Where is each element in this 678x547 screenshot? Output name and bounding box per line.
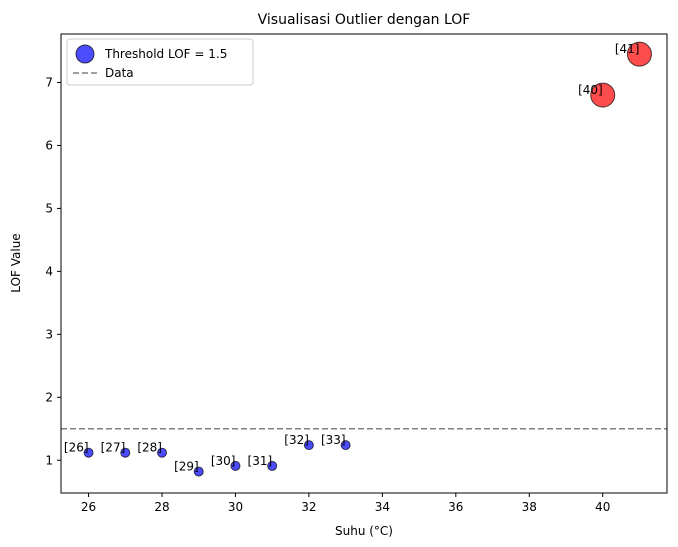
x-tick-label-0: 26 bbox=[81, 500, 96, 514]
x-tick-label-2: 30 bbox=[228, 500, 243, 514]
legend-label-threshold: Threshold LOF = 1.5 bbox=[104, 47, 227, 61]
data-point-1 bbox=[120, 447, 131, 458]
point-label-0: [26] bbox=[64, 441, 89, 455]
data-point-9 bbox=[626, 41, 652, 67]
data-point-0 bbox=[83, 447, 94, 458]
x-tick-label-1: 28 bbox=[154, 500, 169, 514]
y-tick-label-1: 2 bbox=[45, 390, 53, 404]
legend-marker-threshold bbox=[75, 44, 95, 64]
point-label-4: [30] bbox=[211, 454, 236, 468]
y-tick-label-0: 1 bbox=[45, 453, 53, 467]
y-tick-label-3: 4 bbox=[45, 264, 53, 278]
plot-frame bbox=[60, 33, 668, 494]
x-tick-label-7: 40 bbox=[595, 500, 610, 514]
point-label-9: [41] bbox=[615, 42, 640, 56]
data-point-6 bbox=[303, 440, 314, 451]
data-point-8 bbox=[590, 82, 616, 108]
data-point-5 bbox=[267, 460, 278, 471]
point-label-6: [32] bbox=[284, 433, 309, 447]
data-point-3 bbox=[193, 466, 204, 477]
y-tick-label-5: 6 bbox=[45, 138, 53, 152]
y-tick-label-2: 3 bbox=[45, 327, 53, 341]
point-label-5: [31] bbox=[248, 454, 273, 468]
data-point-2 bbox=[157, 447, 167, 458]
legend: Threshold LOF = 1.5 Data bbox=[66, 38, 254, 86]
x-tick-label-6: 38 bbox=[522, 500, 537, 514]
x-axis-label: Suhu (°C) bbox=[335, 524, 393, 538]
legend-label-data: Data bbox=[105, 66, 134, 80]
x-tick-label-5: 36 bbox=[448, 500, 463, 514]
x-tick-label-3: 32 bbox=[301, 500, 316, 514]
y-tick-label-4: 5 bbox=[45, 201, 53, 215]
point-label-2: [28] bbox=[137, 441, 162, 455]
y-tick-label-6: 7 bbox=[45, 75, 53, 89]
data-point-7 bbox=[340, 440, 351, 451]
legend-box bbox=[66, 38, 254, 86]
data-point-4 bbox=[230, 460, 241, 471]
point-label-1: [27] bbox=[101, 441, 126, 455]
y-axis-label: LOF Value bbox=[9, 233, 23, 292]
x-tick-label-4: 34 bbox=[375, 500, 390, 514]
point-label-3: [29] bbox=[174, 460, 199, 474]
point-label-7: [33] bbox=[321, 433, 346, 447]
point-label-8: [40] bbox=[578, 83, 603, 97]
plot-area: [26] [27] [28] [29] [30] [31] [32] [33] [40] [41] bbox=[61, 41, 667, 477]
chart-title: Visualisasi Outlier dengan LOF bbox=[258, 12, 471, 28]
